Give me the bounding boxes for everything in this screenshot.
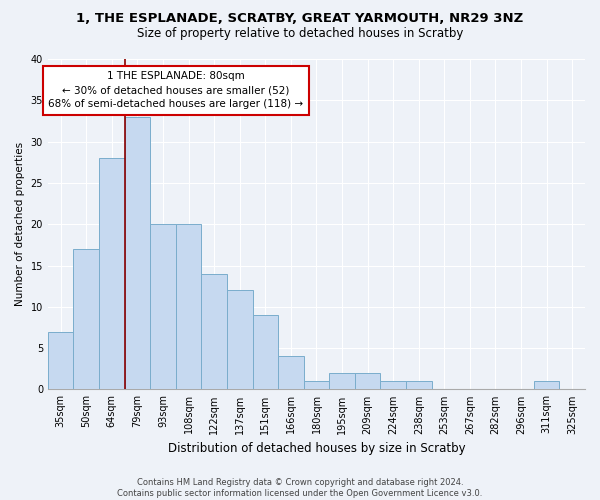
Bar	[355, 373, 380, 390]
X-axis label: Distribution of detached houses by size in Scratby: Distribution of detached houses by size …	[167, 442, 465, 455]
Bar	[304, 381, 329, 390]
Bar	[278, 356, 304, 390]
Bar	[73, 249, 99, 390]
Bar	[99, 158, 125, 390]
Bar	[125, 117, 150, 390]
Text: Size of property relative to detached houses in Scratby: Size of property relative to detached ho…	[137, 28, 463, 40]
Bar	[176, 224, 202, 390]
Text: Contains HM Land Registry data © Crown copyright and database right 2024.
Contai: Contains HM Land Registry data © Crown c…	[118, 478, 482, 498]
Bar	[534, 381, 559, 390]
Bar	[150, 224, 176, 390]
Bar	[380, 381, 406, 390]
Bar	[202, 274, 227, 390]
Text: 1, THE ESPLANADE, SCRATBY, GREAT YARMOUTH, NR29 3NZ: 1, THE ESPLANADE, SCRATBY, GREAT YARMOUT…	[76, 12, 524, 26]
Text: 1 THE ESPLANADE: 80sqm
← 30% of detached houses are smaller (52)
68% of semi-det: 1 THE ESPLANADE: 80sqm ← 30% of detached…	[48, 72, 304, 110]
Bar	[406, 381, 431, 390]
Bar	[48, 332, 73, 390]
Bar	[253, 315, 278, 390]
Y-axis label: Number of detached properties: Number of detached properties	[15, 142, 25, 306]
Bar	[227, 290, 253, 390]
Bar	[329, 373, 355, 390]
